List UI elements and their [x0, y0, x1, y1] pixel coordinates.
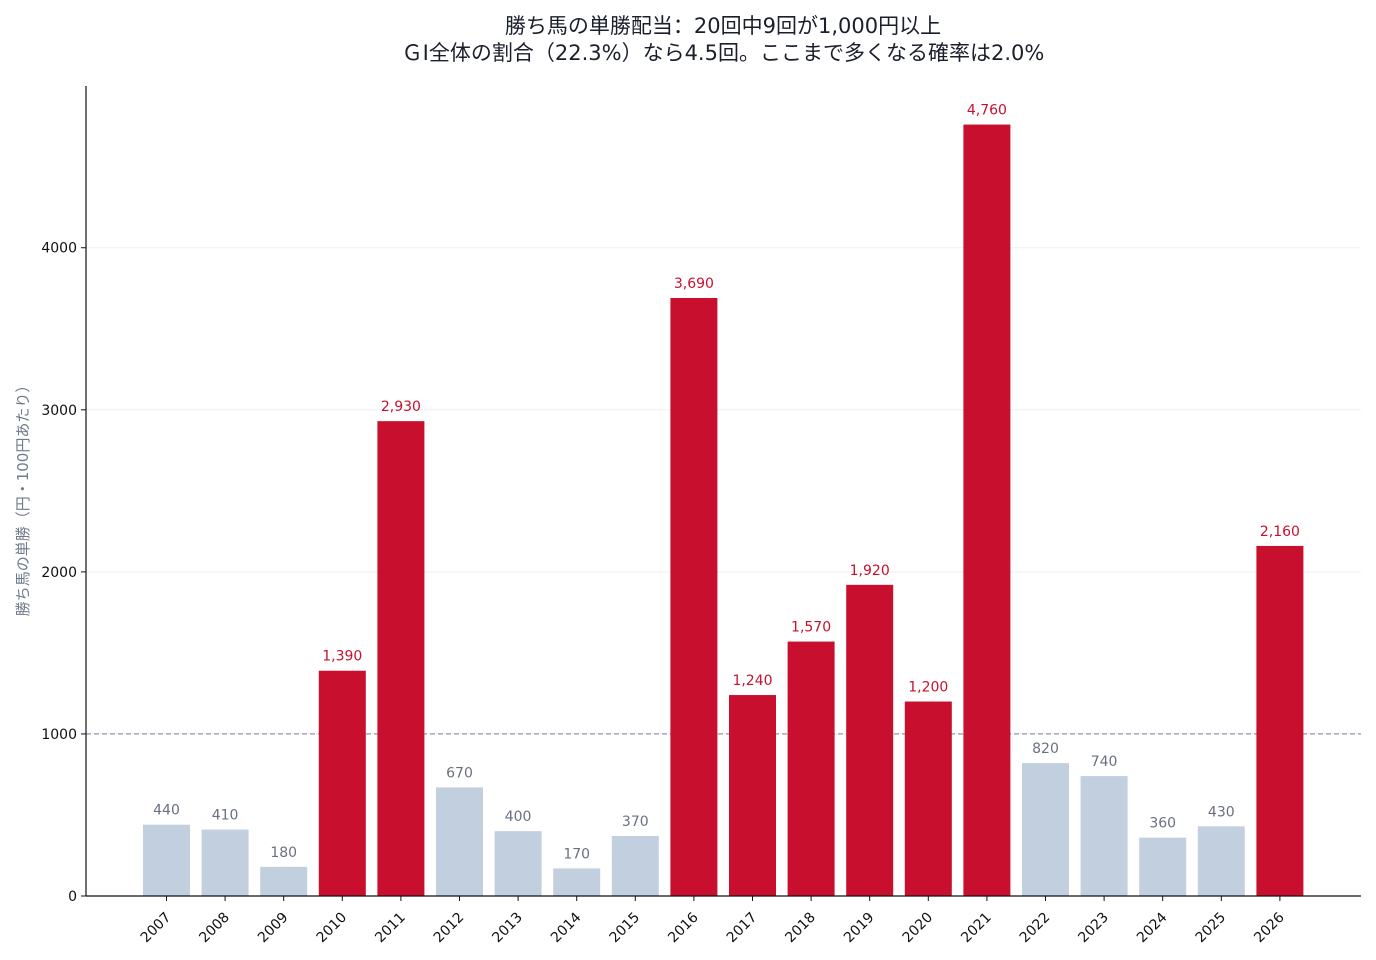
bar-2009: [260, 866, 308, 896]
bar-2013: [494, 831, 542, 896]
bar-2022: [1022, 763, 1069, 896]
data-label-2026: 2,160: [1260, 524, 1300, 540]
x-tick-label-2019: 2019: [841, 910, 878, 947]
data-label-2010: 1,390: [322, 649, 362, 665]
bar-2025: [1197, 826, 1245, 896]
bar-2016: [670, 297, 718, 896]
data-label-2016: 3,690: [674, 276, 714, 292]
x-tick-label-2018: 2018: [782, 910, 819, 947]
x-tick-label-2010: 2010: [314, 910, 351, 947]
data-label-2008: 410: [212, 808, 239, 824]
grid-lines: [86, 247, 1361, 735]
y-tick-label: 0: [68, 889, 77, 905]
x-tick-label-2015: 2015: [607, 910, 644, 947]
bar-2019: [846, 584, 894, 896]
x-tick-label-2021: 2021: [958, 910, 995, 947]
y-tick-label: 4000: [41, 241, 77, 257]
data-label-2023: 740: [1091, 754, 1118, 770]
bar-2017: [729, 695, 776, 896]
x-tick-label-2024: 2024: [1134, 909, 1171, 946]
bars: [143, 124, 1304, 897]
x-tick-label-2012: 2012: [431, 910, 468, 947]
y-axis-label: 勝ち馬の単勝（円・100円あたり）: [14, 378, 32, 617]
bar-2011: [377, 421, 425, 896]
data-label-2014: 170: [563, 846, 590, 862]
y-tick-label: 1000: [41, 727, 77, 743]
data-label-2009: 180: [270, 845, 297, 861]
data-label-2017: 1,240: [732, 673, 772, 689]
bar-2023: [1080, 776, 1128, 896]
x-tick-label-2008: 2008: [196, 910, 233, 947]
bar-2018: [787, 641, 835, 896]
chart-title: 勝ち馬の単勝配当：20回中9回が1,000円以上: [505, 14, 941, 38]
x-tick-label-2023: 2023: [1075, 910, 1112, 947]
data-label-2024: 360: [1149, 816, 1176, 832]
data-label-2007: 440: [153, 803, 180, 819]
x-tick-label-2020: 2020: [900, 910, 937, 947]
y-tick-label: 3000: [41, 403, 77, 419]
data-label-2019: 1,920: [850, 563, 890, 579]
data-label-2018: 1,570: [791, 620, 831, 636]
bar-2007: [143, 824, 190, 896]
data-label-2021: 4,760: [967, 103, 1007, 119]
bar-2010: [318, 670, 366, 896]
bar-2024: [1139, 837, 1187, 896]
data-label-2012: 670: [446, 765, 473, 781]
bar-2014: [553, 868, 601, 896]
x-tick-label-2014: 2014: [548, 909, 585, 946]
x-tick-label-2017: 2017: [724, 910, 761, 947]
x-tick-label-2013: 2013: [489, 910, 526, 947]
bar-2021: [963, 124, 1011, 897]
x-tick-label-2026: 2026: [1251, 909, 1288, 946]
chart-subtitle: ＧⅠ全体の割合（22.3%）なら4.5回。ここまで多くなる確率は2.0%: [402, 41, 1045, 65]
bar-2012: [436, 787, 483, 896]
data-label-2022: 820: [1032, 741, 1059, 757]
bar-2008: [201, 829, 249, 896]
x-tick-label-2022: 2022: [1017, 910, 1054, 947]
data-label-2011: 2,930: [381, 399, 421, 415]
y-tick-label: 2000: [41, 565, 77, 581]
data-label-2020: 1,200: [908, 680, 948, 696]
data-label-2025: 430: [1208, 804, 1235, 820]
bar-2015: [611, 836, 659, 896]
bar-2026: [1256, 545, 1304, 896]
x-tick-label-2016: 2016: [665, 909, 702, 946]
data-label-2013: 400: [505, 809, 532, 825]
x-tick-label-2011: 2011: [372, 910, 409, 947]
data-labels: 440 410 180 1,390 2,930 670 400 170 370 3,690 1,24…: [153, 103, 1300, 863]
x-tick-label-2007: 2007: [138, 910, 175, 947]
x-tick-label-2025: 2025: [1193, 910, 1230, 947]
bar-2020: [904, 701, 952, 896]
data-label-2015: 370: [622, 814, 649, 830]
x-tick-label-2009: 2009: [255, 910, 292, 947]
